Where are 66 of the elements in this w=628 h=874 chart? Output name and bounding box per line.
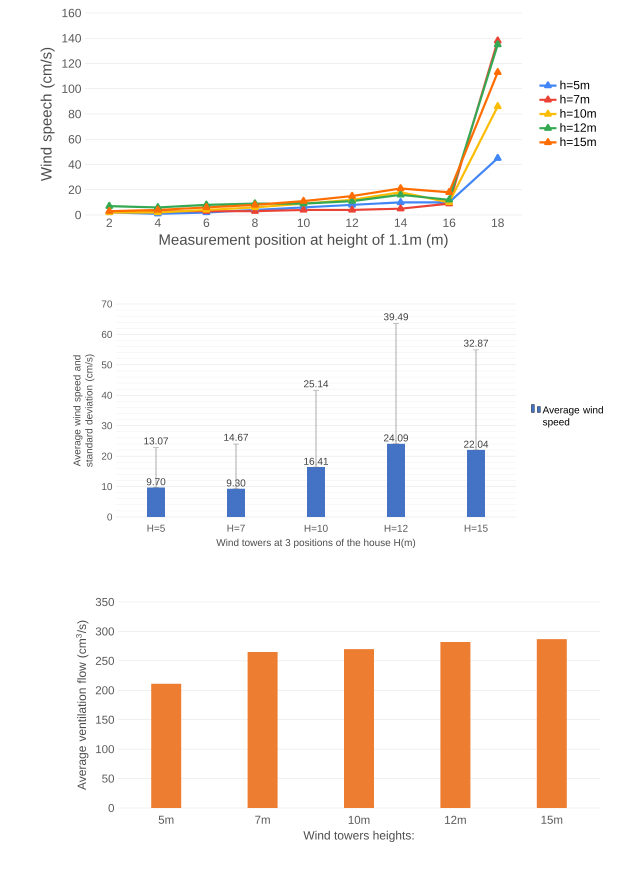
x-tick-label: 5m — [158, 816, 174, 824]
y-tick-label: 300 — [96, 627, 114, 636]
x-tick-label: H=12 — [384, 524, 408, 532]
y-tick-label: 160 — [62, 8, 82, 18]
legend-label: h=10m — [560, 108, 596, 118]
legend-label: h=12m — [560, 123, 596, 132]
y-tick-label: 60 — [68, 134, 82, 144]
y-tick-label: 120 — [62, 59, 82, 68]
data-label: 16.41 — [304, 458, 328, 465]
y-tick-label: 40 — [68, 160, 82, 169]
x-tick-label: 16 — [444, 218, 456, 228]
x-tick-label: H=10 — [304, 524, 328, 532]
x-tick-label: 6 — [204, 218, 210, 228]
y-tick-label: 20 — [68, 185, 82, 194]
data-label: 9.70 — [146, 478, 166, 486]
y-tick-label: 10 — [102, 483, 112, 490]
y-tick-label: 250 — [96, 656, 114, 665]
y-tick-label: 70 — [102, 300, 112, 308]
legend-label: h=15m — [560, 137, 596, 146]
x-axis-title: Wind towers heights: — [304, 830, 414, 842]
y-tick-label: 0 — [108, 804, 114, 812]
y-tick-label: 80 — [68, 110, 82, 118]
y-tick-label: 100 — [96, 745, 114, 754]
legend-label: h=5m — [560, 80, 590, 90]
x-tick-label: H=5 — [148, 524, 166, 532]
legend-label: Average wind speed — [542, 406, 604, 428]
x-tick-label: H=15 — [464, 524, 488, 532]
x-tick-label: 15m — [542, 816, 562, 824]
data-label: 9.30 — [226, 479, 246, 486]
x-tick-label: 8 — [252, 218, 258, 228]
legend-label: h=7m — [560, 94, 590, 104]
annotation: 13.07 — [144, 437, 168, 445]
y-tick-label: 150 — [96, 716, 114, 724]
x-tick-label: 10 — [298, 218, 310, 228]
y-tick-label: 200 — [96, 686, 114, 694]
data-label: 24.09 — [384, 434, 408, 442]
x-axis-title: Wind towers at 3 positions of the house H(m) — [216, 538, 416, 548]
y-tick-label: 60 — [102, 330, 112, 338]
y-axis-title: Average wind speed and standard deviation (cm/s) — [73, 354, 95, 467]
y-axis-title: Wind speech (cm/s) — [40, 48, 55, 182]
y-tick-label: 140 — [62, 34, 82, 42]
y-tick-label: 30 — [102, 422, 112, 430]
x-tick-label: 2 — [106, 218, 112, 227]
annotation: 32.87 — [464, 340, 488, 347]
y-tick-label: 350 — [96, 598, 114, 606]
x-tick-label: 7m — [255, 816, 270, 824]
y-tick-label: 0 — [108, 513, 112, 521]
x-tick-label: 18 — [492, 218, 504, 228]
x-tick-label: 10m — [348, 816, 370, 824]
x-axis-title: Measurement position at height of 1.1m (m) — [160, 234, 448, 248]
x-tick-label: 12 — [346, 218, 358, 227]
annotation: 25.14 — [304, 380, 328, 388]
annotation: 14.67 — [224, 434, 248, 441]
x-tick-label: 4 — [154, 218, 162, 227]
y-tick-label: 50 — [102, 361, 112, 368]
y-tick-label: 40 — [102, 392, 112, 399]
y-axis-title: Average ventilation flow (cm$^{3}$/s) — [76, 620, 89, 790]
x-tick-label: 14 — [395, 218, 408, 227]
y-tick-label: 50 — [102, 774, 114, 783]
y-tick-label: 0 — [75, 210, 82, 220]
data-label: 22.04 — [464, 440, 488, 448]
annotation: 39.49 — [384, 313, 408, 320]
y-tick-label: 20 — [102, 452, 112, 460]
x-tick-label: 12m — [445, 816, 466, 824]
y-tick-label: 100 — [62, 84, 82, 93]
x-tick-label: H=7 — [228, 524, 246, 532]
